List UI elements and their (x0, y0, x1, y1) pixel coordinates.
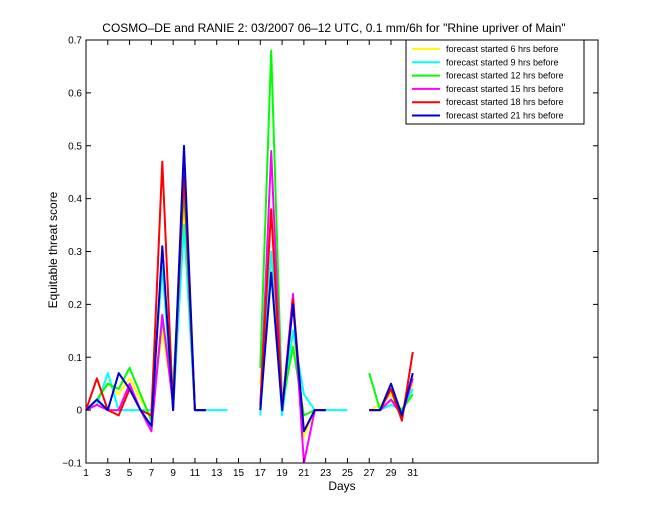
x-tick-label: 13 (211, 468, 223, 479)
x-axis-ticks: 1 3 5 7 9 11 13 15 17 19 21 23 25 27 29 31 (83, 40, 419, 479)
x-tick-label: 27 (364, 468, 376, 479)
legend: forecast started 6 hrs before forecast st… (405, 39, 585, 125)
y-tick-label: 0.4 (68, 194, 82, 205)
x-axis-label: Days (328, 479, 355, 493)
legend-entry: forecast started 18 hrs before (446, 97, 564, 107)
x-tick-label: 5 (127, 468, 133, 479)
series-segment (259, 271, 326, 433)
series-layer (85, 49, 414, 464)
legend-entry: forecast started 9 hrs before (446, 57, 559, 67)
legend-box (405, 39, 585, 125)
y-tick-label: −0.1 (62, 459, 82, 470)
y-tick-label: 0 (76, 406, 82, 417)
y-tick-label: 0.3 (68, 247, 82, 258)
legend-entry: forecast started 15 hrs before (446, 84, 564, 94)
x-tick-label: 11 (190, 468, 201, 479)
legend-entry: forecast started 6 hrs before (446, 44, 559, 54)
x-tick-label: 23 (320, 468, 332, 479)
y-tick-label: 0.5 (68, 141, 82, 152)
y-tick-label: 0.1 (68, 353, 82, 364)
x-tick-label: 25 (342, 468, 354, 479)
chart-title: COSMO–DE and RANIE 2: 03/2007 06–12 UTC,… (102, 21, 565, 35)
x-tick-label: 19 (277, 468, 289, 479)
x-tick-label: 9 (170, 468, 176, 479)
x-tick-label: 29 (385, 468, 397, 479)
x-tick-label: 1 (83, 468, 89, 479)
x-tick-label: 31 (407, 468, 419, 479)
x-tick-label: 7 (149, 468, 155, 479)
series-segment (369, 372, 414, 417)
y-axis-label: Equitable threat score (46, 191, 60, 308)
y-tick-label: 0.2 (68, 300, 82, 311)
series-line (85, 144, 414, 433)
y-axis-ticks: −0.1 0 0.1 0.2 0.3 0.4 0.5 0.6 0.7 (62, 36, 598, 470)
x-tick-label: 15 (233, 468, 245, 479)
x-tick-label: 3 (105, 468, 111, 479)
series-segment (85, 144, 206, 427)
legend-entry: forecast started 12 hrs before (446, 71, 564, 81)
y-tick-label: 0.6 (68, 88, 82, 99)
x-tick-label: 21 (298, 468, 310, 479)
y-tick-label: 0.7 (68, 36, 82, 47)
x-tick-label: 17 (255, 468, 267, 479)
legend-entry: forecast started 21 hrs before (446, 111, 564, 121)
